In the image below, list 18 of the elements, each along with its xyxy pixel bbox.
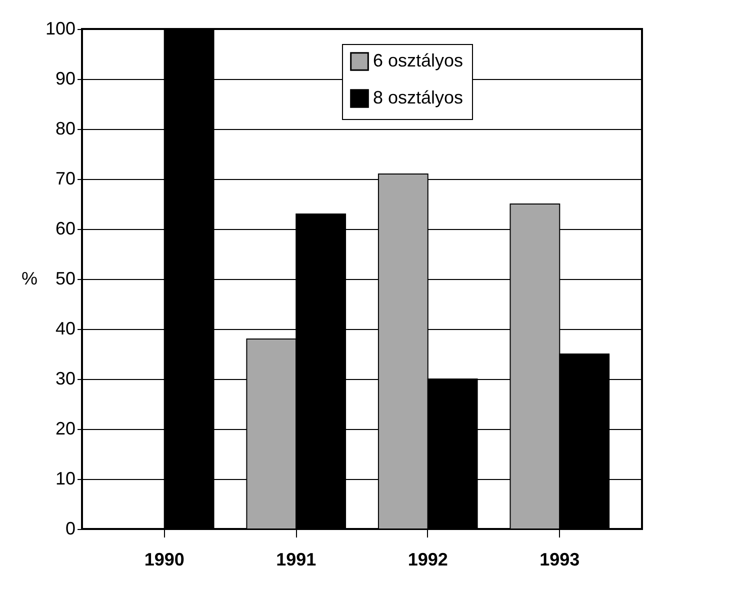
y-tick-label: 60 xyxy=(55,218,76,238)
y-tick-label: 20 xyxy=(55,418,76,438)
x-tick-label: 1993 xyxy=(540,550,580,570)
legend-label: 8 osztályos xyxy=(373,88,464,108)
y-tick-label: 30 xyxy=(55,368,76,388)
y-tick-label: 70 xyxy=(55,168,76,188)
y-tick-label: 80 xyxy=(55,118,76,138)
y-tick-label: 90 xyxy=(55,68,76,88)
legend-label: 6 osztályos xyxy=(373,50,464,70)
y-axis-title: % xyxy=(21,268,38,288)
y-tick-label: 50 xyxy=(55,268,76,288)
x-tick-label: 1992 xyxy=(408,550,448,570)
x-tick-label: 1991 xyxy=(276,550,316,570)
y-tick-label: 10 xyxy=(55,468,76,488)
y-tick-label: 100 xyxy=(45,18,76,38)
x-tick-label: 1990 xyxy=(144,550,184,570)
y-tick-label: 40 xyxy=(55,318,76,338)
y-tick-label: 0 xyxy=(65,518,76,538)
